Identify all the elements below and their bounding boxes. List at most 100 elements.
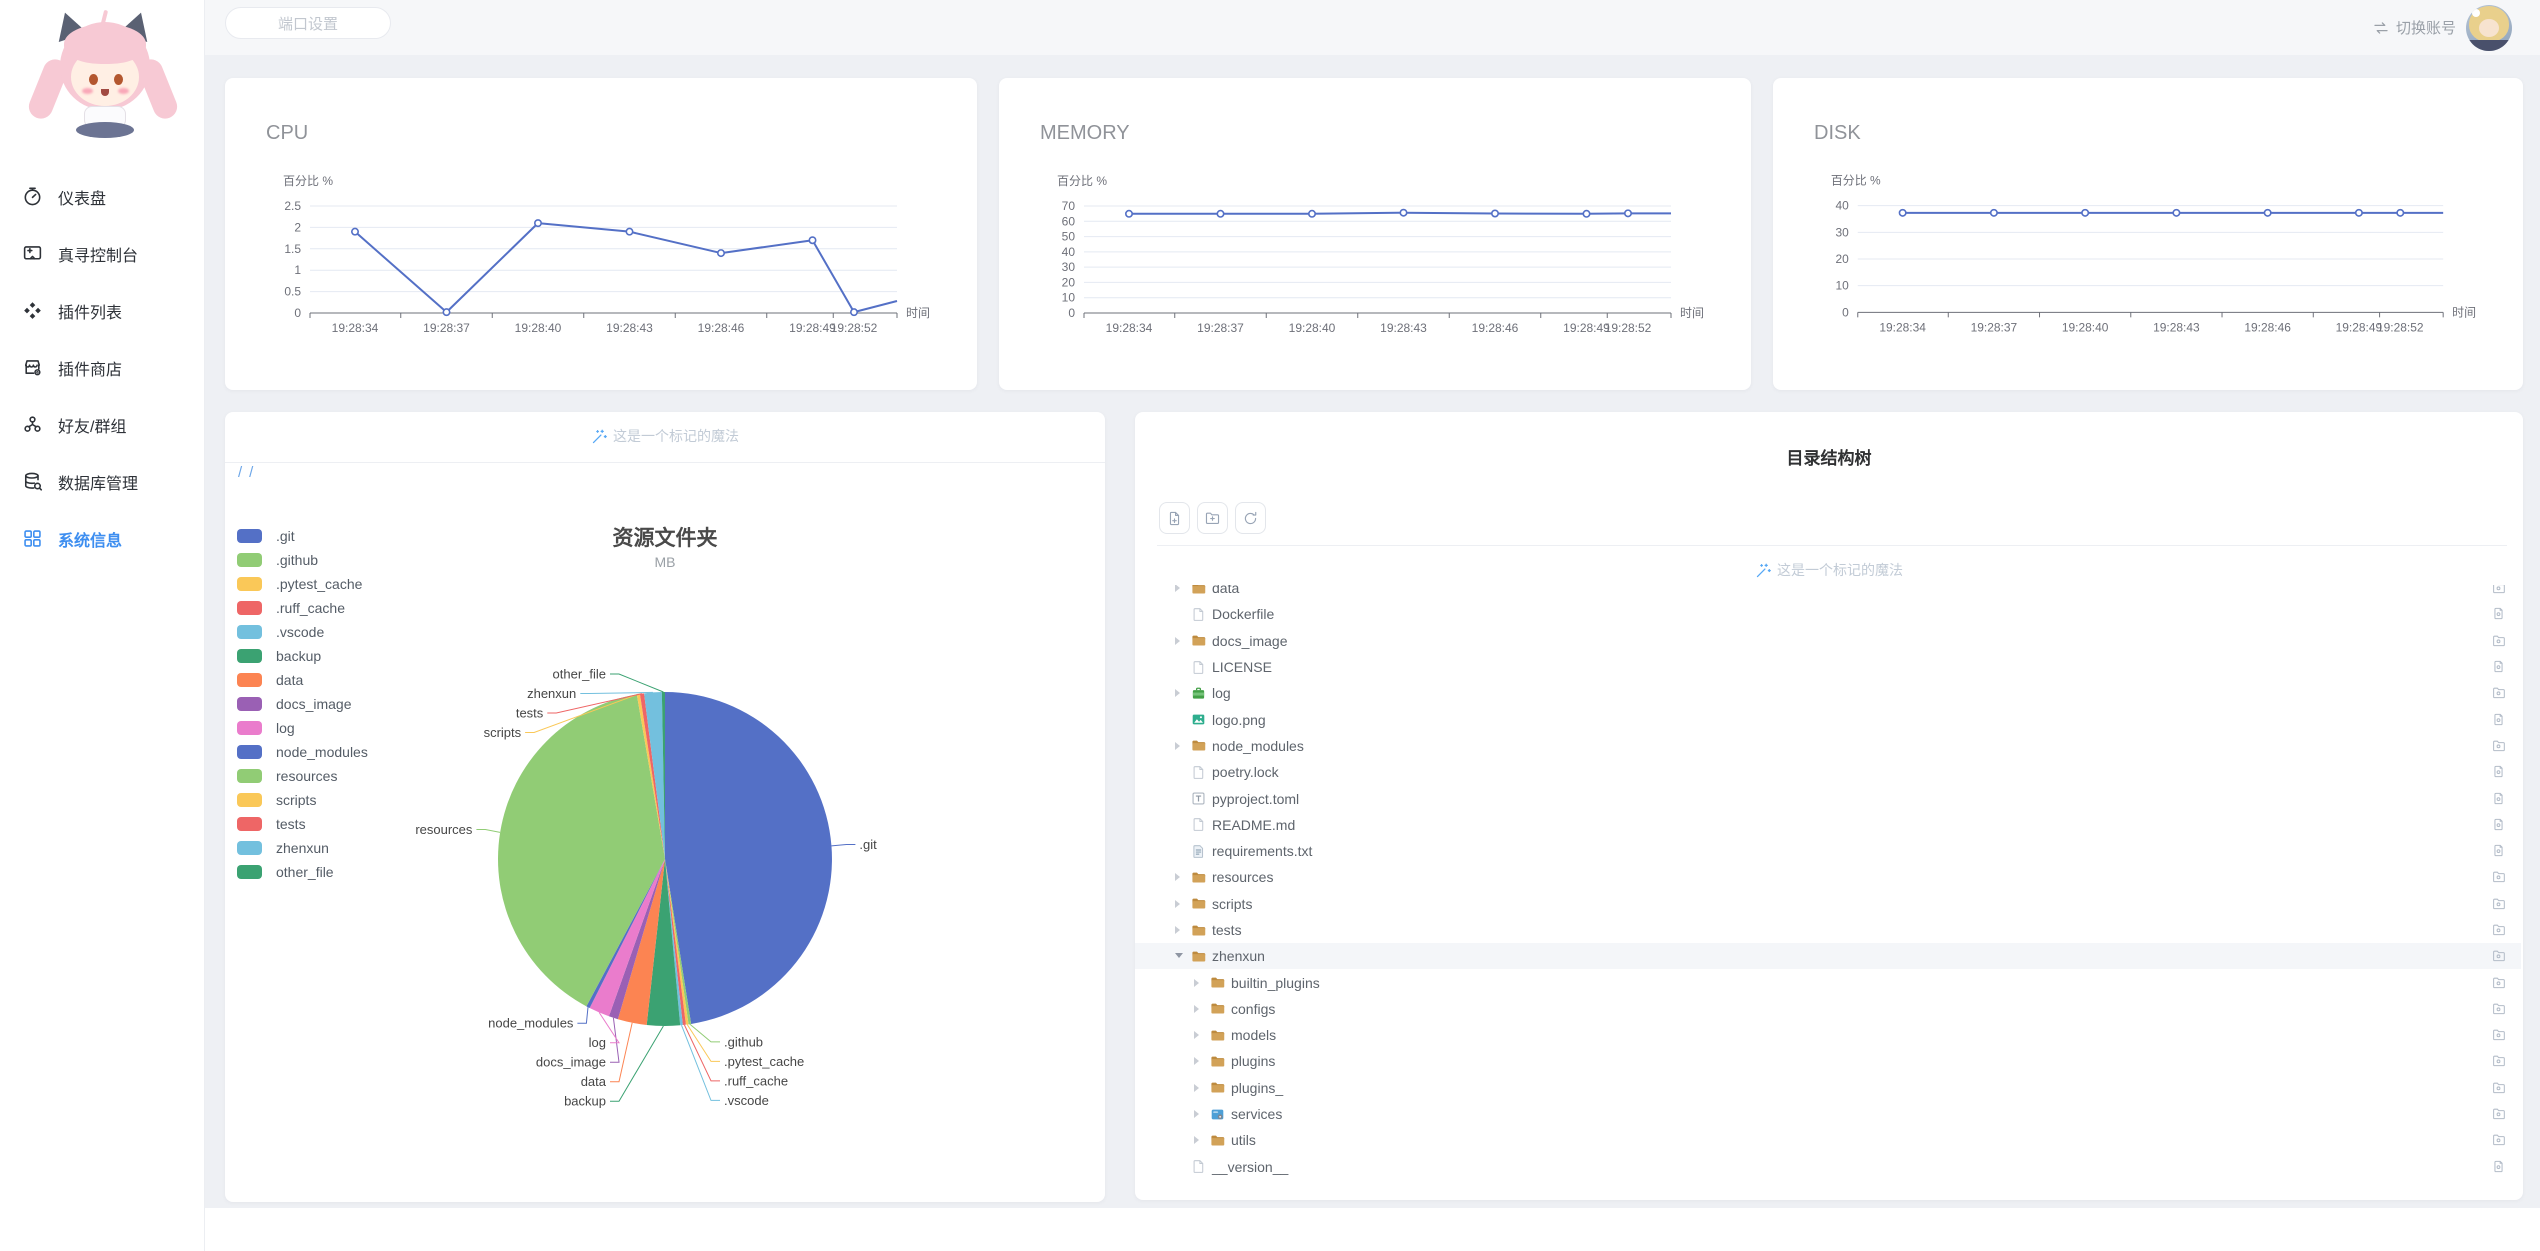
- legend-item-resources[interactable]: resources: [237, 764, 368, 788]
- tree-row-tests[interactable]: tests: [1135, 917, 2521, 943]
- tree-row-utils[interactable]: utils: [1135, 1127, 2521, 1153]
- expand-arrow-icon[interactable]: [1175, 636, 1191, 645]
- port-settings-button[interactable]: 端口设置: [225, 7, 391, 39]
- legend-item-log[interactable]: log: [237, 716, 368, 740]
- row-action-folder-icon[interactable]: [2491, 896, 2507, 912]
- tree-row-log[interactable]: log: [1135, 680, 2521, 706]
- tree-row-node_modules[interactable]: node_modules: [1135, 733, 2521, 759]
- tree-row-logo.png[interactable]: logo.png: [1135, 706, 2521, 732]
- expand-arrow-icon[interactable]: [1194, 1136, 1210, 1145]
- expand-arrow-icon[interactable]: [1175, 689, 1191, 698]
- tree-row-scripts[interactable]: scripts: [1135, 891, 2521, 917]
- row-action-folder-icon[interactable]: [2491, 1053, 2507, 1069]
- resource-pie-chart[interactable]: .git .github .pytest_cache .ruff_cache .vsco…: [225, 412, 1105, 1202]
- row-action-folder-icon[interactable]: [2491, 948, 2507, 964]
- tree-row-resources[interactable]: resources: [1135, 864, 2521, 890]
- refresh-button[interactable]: [1235, 502, 1266, 534]
- row-action-file-icon[interactable]: [2491, 659, 2507, 675]
- pie-slice-.git[interactable]: [665, 692, 832, 1024]
- pie-slice-tests[interactable]: [639, 693, 665, 859]
- tree-row-pyproject.toml[interactable]: pyproject.toml: [1135, 785, 2521, 811]
- row-action-file-icon[interactable]: [2491, 843, 2507, 859]
- legend-item-scripts[interactable]: scripts: [237, 788, 368, 812]
- legend-item-docs_image[interactable]: docs_image: [237, 692, 368, 716]
- legend-item-data[interactable]: data: [237, 668, 368, 692]
- row-action-folder-icon[interactable]: [2491, 1080, 2507, 1096]
- pie-slice-.ruff_cache[interactable]: [665, 859, 686, 1026]
- expand-arrow-icon[interactable]: [1175, 873, 1191, 882]
- expand-arrow-icon[interactable]: [1194, 1057, 1210, 1066]
- pie-slice-log[interactable]: [589, 859, 665, 1017]
- legend-item-zhenxun[interactable]: zhenxun: [237, 836, 368, 860]
- row-action-file-icon[interactable]: [2491, 606, 2507, 622]
- row-action-folder-icon[interactable]: [2491, 1027, 2507, 1043]
- legend-item-.ruff_cache[interactable]: .ruff_cache: [237, 596, 368, 620]
- tree-row-Dockerfile[interactable]: Dockerfile: [1135, 601, 2521, 627]
- expand-arrow-icon[interactable]: [1175, 741, 1191, 750]
- row-action-folder-icon[interactable]: [2491, 1106, 2507, 1122]
- tree-row-LICENSE[interactable]: LICENSE: [1135, 654, 2521, 680]
- tree-row-models[interactable]: models: [1135, 1022, 2521, 1048]
- tree-row-README.md[interactable]: README.md: [1135, 812, 2521, 838]
- pie-slice-scripts[interactable]: [636, 693, 665, 859]
- breadcrumb[interactable]: / /: [238, 464, 253, 481]
- tree-row-plugins[interactable]: plugins: [1135, 1048, 2521, 1074]
- tree-row-requirements.txt[interactable]: requirements.txt: [1135, 838, 2521, 864]
- row-action-file-icon[interactable]: [2491, 764, 2507, 780]
- tree-row-builtin_plugins[interactable]: builtin_plugins: [1135, 969, 2521, 995]
- pie-slice-.pytest_cache[interactable]: [665, 859, 689, 1025]
- sidebar-item-dashboard[interactable]: 仪表盘: [0, 168, 204, 225]
- breadcrumb-segment[interactable]: /: [238, 464, 243, 481]
- expand-arrow-icon[interactable]: [1194, 1083, 1210, 1092]
- new-folder-button[interactable]: [1197, 502, 1228, 534]
- sidebar-item-plugin-list[interactable]: 插件列表: [0, 282, 204, 339]
- legend-item-tests[interactable]: tests: [237, 812, 368, 836]
- expand-arrow-icon[interactable]: [1175, 899, 1191, 908]
- row-action-file-icon[interactable]: [2491, 817, 2507, 833]
- tree-row-plugins_[interactable]: plugins_: [1135, 1075, 2521, 1101]
- row-action-folder-icon[interactable]: [2491, 869, 2507, 885]
- switch-account-button[interactable]: 切换账号: [2372, 17, 2456, 38]
- expand-arrow-icon[interactable]: [1194, 978, 1210, 987]
- expand-arrow-icon[interactable]: [1194, 1031, 1210, 1040]
- row-action-folder-icon[interactable]: [2491, 975, 2507, 991]
- sidebar-item-console[interactable]: 真寻控制台: [0, 225, 204, 282]
- row-action-folder-icon[interactable]: [2491, 633, 2507, 649]
- pie-slice-node_modules[interactable]: [586, 859, 665, 1009]
- tree-row-data[interactable]: data: [1135, 585, 2521, 601]
- row-action-file-icon[interactable]: [2491, 791, 2507, 807]
- tree-row-poetry.lock[interactable]: poetry.lock: [1135, 759, 2521, 785]
- legend-item-other_file[interactable]: other_file: [237, 860, 368, 884]
- tree-row-docs_image[interactable]: docs_image: [1135, 628, 2521, 654]
- legend-item-backup[interactable]: backup: [237, 644, 368, 668]
- sidebar-item-system-info[interactable]: 系统信息: [0, 510, 204, 567]
- pie-slice-.vscode[interactable]: [665, 859, 683, 1026]
- tree-row-configs[interactable]: configs: [1135, 996, 2521, 1022]
- breadcrumb-segment[interactable]: /: [249, 464, 254, 481]
- row-action-folder-icon[interactable]: [2491, 1001, 2507, 1017]
- legend-item-.vscode[interactable]: .vscode: [237, 620, 368, 644]
- new-file-button[interactable]: [1159, 502, 1190, 534]
- row-action-folder-icon[interactable]: [2491, 922, 2507, 938]
- expand-arrow-icon[interactable]: [1175, 585, 1191, 593]
- user-avatar[interactable]: [2466, 4, 2512, 51]
- pie-slice-zhenxun[interactable]: [644, 692, 665, 859]
- pie-slice-other_file[interactable]: [661, 692, 665, 859]
- tree-row-__version__[interactable]: __version__: [1135, 1154, 2521, 1179]
- pie-slice-backup[interactable]: [646, 859, 681, 1027]
- row-action-folder-icon[interactable]: [2491, 685, 2507, 701]
- legend-item-node_modules[interactable]: node_modules: [237, 740, 368, 764]
- pie-slice-docs_image[interactable]: [608, 859, 665, 1020]
- row-action-folder-icon[interactable]: [2491, 585, 2507, 596]
- tree-row-services[interactable]: services: [1135, 1101, 2521, 1127]
- pie-slice-.github[interactable]: [665, 859, 692, 1025]
- row-action-file-icon[interactable]: [2491, 712, 2507, 728]
- row-action-folder-icon[interactable]: [2491, 1132, 2507, 1148]
- collapse-arrow-icon[interactable]: [1175, 951, 1191, 962]
- expand-arrow-icon[interactable]: [1194, 1110, 1210, 1119]
- sidebar-item-plugin-store[interactable]: 插件商店: [0, 339, 204, 396]
- row-action-folder-icon[interactable]: [2491, 738, 2507, 754]
- legend-item-.pytest_cache[interactable]: .pytest_cache: [237, 572, 368, 596]
- expand-arrow-icon[interactable]: [1175, 926, 1191, 934]
- pie-slice-resources[interactable]: [498, 694, 665, 1007]
